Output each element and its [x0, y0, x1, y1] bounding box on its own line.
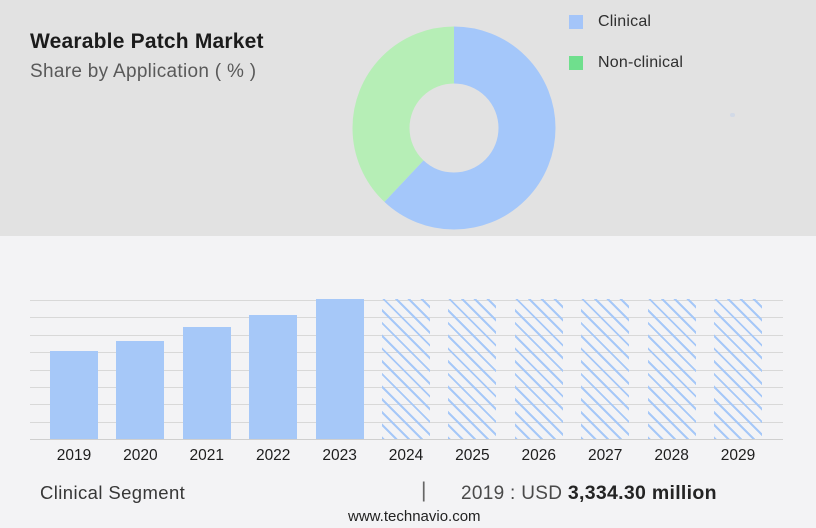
bar-2024-forecast	[382, 299, 430, 439]
page-title: Wearable Patch Market	[30, 30, 264, 53]
legend-swatch-icon	[569, 15, 583, 29]
legend-item-clinical: Clinical	[569, 13, 683, 30]
gridline	[30, 439, 783, 441]
bar-2019	[50, 351, 98, 439]
header-section: Wearable Patch Market Share by Applicati…	[0, 0, 816, 236]
x-axis-label: 2025	[455, 447, 490, 464]
x-axis-label: 2026	[521, 447, 557, 464]
donut-chart	[352, 26, 556, 230]
x-axis-label: 2028	[654, 447, 689, 464]
value-bold: 3,334.30 million	[567, 482, 717, 504]
x-axis-label: 2027	[587, 447, 623, 464]
bar-chart-section: 2019 2020 2021 2022 2023 2024 2025 2026 2027 2028…	[0, 236, 816, 528]
legend-label: Non-clinical	[598, 54, 684, 71]
bar-2026-forecast	[514, 299, 563, 439]
bar-2025-forecast	[448, 299, 497, 439]
website-url: www.technavio.com	[348, 508, 481, 525]
x-axis-label: 2029	[720, 447, 756, 464]
x-axis-label: 2021	[189, 447, 225, 464]
bar-2022	[249, 314, 298, 439]
value-prefix: 2019 : USD	[461, 483, 563, 504]
segment-value: 2019 : USD 3,334.30 million	[461, 482, 717, 505]
x-axis-label: 2019	[56, 447, 92, 464]
bar-2028-forecast	[647, 299, 696, 439]
legend-label: Clinical	[598, 13, 652, 30]
legend: Clinical Non-clinical	[569, 13, 684, 96]
x-axis-label: 2022	[255, 447, 291, 464]
x-axis-label: 2024	[388, 447, 424, 464]
legend-swatch-icon	[569, 56, 583, 70]
bar-2027-forecast	[581, 299, 630, 439]
watermark-dot	[730, 113, 735, 117]
bar-2023	[315, 299, 364, 439]
x-axis-label: 2020	[123, 447, 158, 464]
bar-2021	[182, 327, 231, 439]
bar-2020	[116, 341, 165, 439]
page-subtitle: Share by Application ( % )	[30, 61, 257, 82]
separator: |	[421, 479, 427, 502]
title-block: Wearable Patch Market Share by Applicati…	[30, 30, 264, 83]
x-axis-label: 2023	[322, 447, 357, 464]
donut-slice-non-clinical	[352, 26, 556, 230]
bar-2029-forecast	[714, 299, 762, 439]
legend-item-non-clinical: Non-clinical	[569, 54, 684, 71]
segment-label: Clinical Segment	[40, 482, 186, 503]
